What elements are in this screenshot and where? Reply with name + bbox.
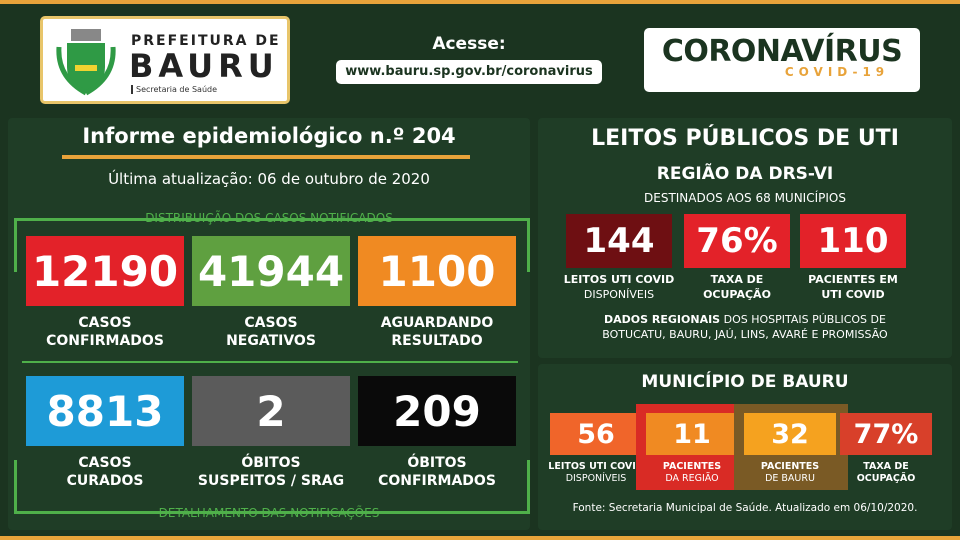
uti-tile: 76% — [684, 214, 790, 268]
uti-title: LEITOS PÚBLICOS DE UTI — [591, 126, 899, 151]
case-tile: 2 — [192, 376, 350, 446]
uti-label-2: UTI COVID — [821, 288, 885, 301]
bottom-stripe — [0, 536, 960, 540]
muni-tile: 11 — [646, 413, 738, 455]
logo-line2: BAURU — [129, 47, 279, 85]
uti-label-2: OCUPAÇÃO — [703, 288, 771, 301]
muni-tile: 56 — [550, 413, 642, 455]
site-link[interactable]: www.bauru.sp.gov.br/coronavirus — [336, 60, 602, 84]
case-label-1: CASOS — [78, 455, 132, 471]
bracket-top — [14, 218, 530, 272]
case-label-2: CONFIRMADOS — [378, 473, 496, 489]
case-label-2: SUSPEITOS / SRAG — [197, 473, 345, 489]
case-label-1: AGUARDANDO — [380, 315, 494, 331]
divider — [22, 361, 518, 363]
brand-sub: COVID-19 — [784, 65, 890, 79]
logo-line1: PREFEITURA DE — [131, 33, 281, 49]
note-bold: DADOS REGIONAIS — [604, 313, 721, 326]
muni-label-2: OCUPAÇÃO — [856, 473, 916, 484]
uti-label-1: TAXA DE — [710, 273, 764, 286]
muni-label-1: PACIENTES — [662, 461, 722, 472]
case-tile: 12190 — [26, 236, 184, 306]
source-note: Fonte: Secretaria Municipal de Saúde. At… — [572, 502, 918, 514]
case-tile: 41944 — [192, 236, 350, 306]
note-rest: DOS HOSPITAIS PÚBLICOS DE — [720, 313, 886, 326]
logo-sub: Secretaria de Saúde — [131, 85, 217, 94]
case-label-1: ÓBITOS — [241, 455, 301, 471]
uti-label-1: LEITOS UTI COVID — [563, 273, 675, 286]
bracket-bottom — [14, 460, 530, 514]
muni-tile: 77% — [840, 413, 932, 455]
case-label-1: CASOS — [244, 315, 298, 331]
muni-label-2: DISPONÍVEIS — [565, 473, 627, 484]
coat-of-arms-icon — [56, 29, 116, 96]
muni-label-1: PACIENTES — [760, 461, 820, 472]
case-label-2: CONFIRMADOS — [46, 333, 164, 349]
cases-panel — [8, 118, 530, 530]
muni-label-2: DA REGIÃO — [665, 473, 719, 484]
uti-tile: 144 — [566, 214, 672, 268]
uti-label-1: PACIENTES EM — [808, 273, 898, 286]
brand-title: CORONAVÍRUS — [661, 34, 903, 69]
prefeitura-logo: PREFEITURA DE BAURU Secretaria de Saúde — [40, 16, 290, 104]
case-tile: 209 — [358, 376, 516, 446]
title-underline — [62, 155, 470, 159]
case-label-2: CURADOS — [66, 473, 144, 489]
muni-label-2: DE BAURU — [765, 473, 815, 484]
access-label: Acesse: — [432, 34, 506, 54]
coronavirus-brand: CORONAVÍRUS COVID-19 — [644, 28, 920, 92]
muni-label-1: LEITOS UTI COVID — [548, 461, 644, 472]
note-line2: BOTUCATU, BAURU, JAÚ, LINS, AVARÉ E PROM… — [602, 328, 888, 341]
report-title: Informe epidemiológico n.º 204 — [82, 124, 456, 148]
region-title: REGIÃO DA DRS-VI — [656, 164, 834, 184]
case-label-2: RESULTADO — [391, 333, 483, 349]
case-label-1: ÓBITOS — [407, 455, 467, 471]
top-stripe — [0, 0, 960, 4]
uti-label-2: DISPONÍVEIS — [583, 288, 655, 301]
uti-tile: 110 — [800, 214, 906, 268]
last-update: Última atualização: 06 de outubro de 202… — [108, 170, 430, 188]
muni-label-1: TAXA DE — [863, 461, 909, 472]
case-tile: 8813 — [26, 376, 184, 446]
muni-tile: 32 — [744, 413, 836, 455]
case-label-1: CASOS — [78, 315, 132, 331]
case-label-2: NEGATIVOS — [226, 333, 316, 349]
muni-title: MUNICÍPIO DE BAURU — [641, 372, 849, 392]
regional-note: DADOS REGIONAIS DOS HOSPITAIS PÚBLICOS D… — [538, 312, 952, 342]
region-dest: DESTINADOS AOS 68 MUNICÍPIOS — [644, 191, 846, 205]
case-tile: 1100 — [358, 236, 516, 306]
